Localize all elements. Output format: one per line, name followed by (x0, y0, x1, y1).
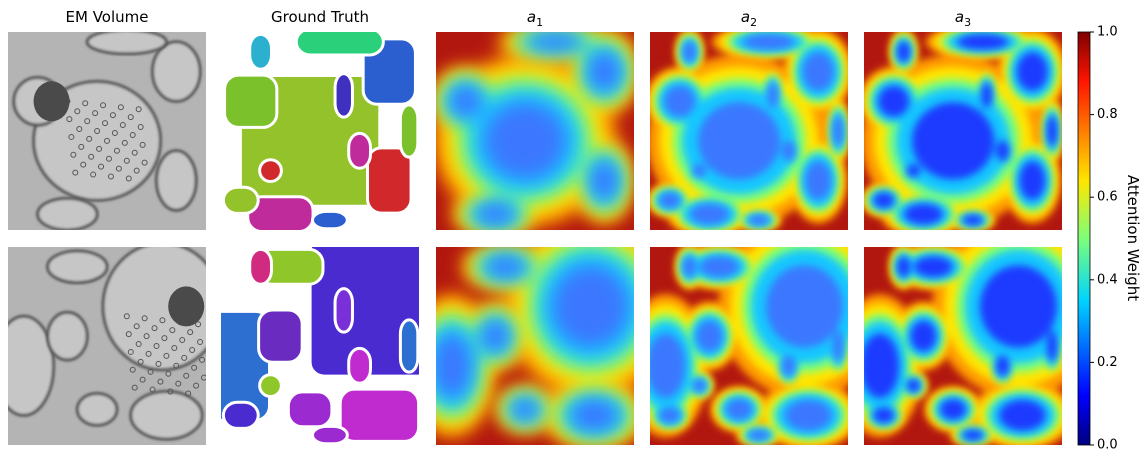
image-panel (431, 25, 639, 237)
image-panel (221, 29, 419, 232)
figure: EM Volume Ground Truth a1 a2 a3 Attention We… (0, 0, 1140, 452)
colorbar-tick-label: 0.2 (1097, 355, 1118, 370)
image-panel (8, 30, 206, 230)
colorbar-tick-label: 1.0 (1097, 25, 1118, 40)
colorbar-tick-label: 0.0 (1097, 438, 1118, 452)
column-title: Ground Truth (271, 8, 369, 26)
column-title: a3 (955, 8, 971, 29)
column-title: a1 (527, 8, 543, 29)
colorbar (1078, 32, 1090, 445)
image-panel (623, 215, 891, 450)
image-panel (0, 243, 222, 445)
colorbar-tick-label: 0.4 (1097, 272, 1118, 287)
colorbar-tick-label: 0.6 (1097, 190, 1118, 205)
column-title: EM Volume (66, 8, 149, 26)
image-panel (409, 215, 677, 450)
image-panel (204, 237, 441, 445)
column-title: a2 (741, 8, 757, 29)
image-panel (837, 215, 1105, 450)
image-panel (645, 25, 853, 237)
colorbar-label: Attention Weight (1124, 175, 1140, 301)
image-panel (859, 25, 1067, 237)
colorbar-tick-label: 0.8 (1097, 107, 1118, 122)
